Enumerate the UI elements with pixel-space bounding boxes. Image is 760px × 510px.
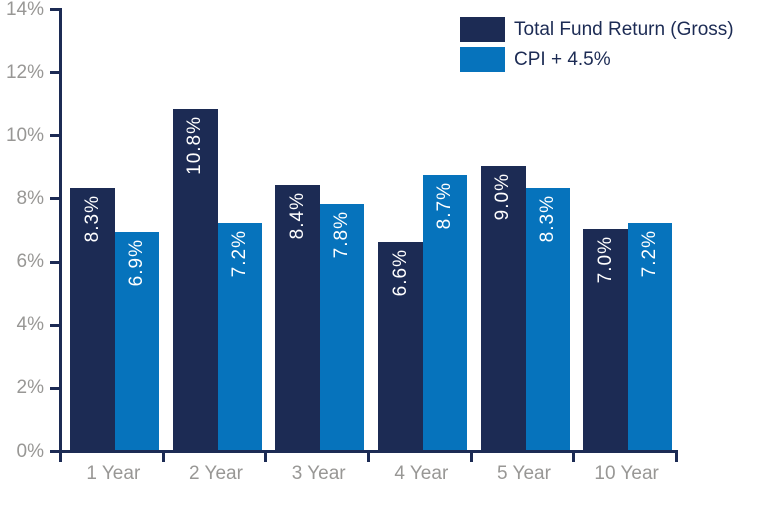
bar-value-label: 9.0% <box>492 173 514 221</box>
bar-cpi: 8.3% <box>525 188 570 450</box>
x-axis-tick <box>264 453 268 462</box>
bar-value-label: 8.4% <box>286 192 308 240</box>
y-axis-label: 14% <box>5 0 44 20</box>
x-axis-label: 4 Year <box>394 463 449 484</box>
y-axis-tick <box>50 323 59 327</box>
legend-label-cpi: CPI + 4.5% <box>514 48 611 70</box>
bar-cpi: 8.7% <box>423 175 467 450</box>
x-axis-tick <box>161 453 165 462</box>
y-axis-label: 4% <box>16 314 44 336</box>
bar-value-label: 8.7% <box>434 182 455 230</box>
x-axis-tick <box>469 453 473 462</box>
bar-total-fund-return: 9.0% <box>480 166 526 450</box>
y-axis-tick <box>50 450 59 453</box>
bar-value-label: 10.8% <box>184 116 206 175</box>
bar-value-label: 6.6% <box>389 249 411 297</box>
bar-total-fund-return: 8.3% <box>70 188 115 450</box>
bar-value-label: 7.2% <box>228 230 250 278</box>
legend-swatch-cpi <box>460 47 505 72</box>
x-axis-label: 1 Year <box>86 463 141 484</box>
bar-value-label: 7.8% <box>331 211 353 259</box>
bar-value-label: 7.0% <box>594 236 616 284</box>
y-axis-tick <box>50 71 59 75</box>
x-axis-tick <box>675 453 678 462</box>
y-axis-label: 8% <box>16 187 44 209</box>
legend: Total Fund Return (Gross) CPI + 4.5% <box>460 17 734 77</box>
y-axis-label: 0% <box>16 440 44 462</box>
y-axis-tick <box>50 197 59 201</box>
y-axis-tick <box>50 386 59 390</box>
bar-value-label: 8.3% <box>81 195 103 243</box>
bar-total-fund-return: 6.6% <box>378 242 423 450</box>
y-axis-tick <box>50 134 59 138</box>
bar-value-label: 8.3% <box>536 195 558 243</box>
bar-value-label: 6.9% <box>126 239 147 287</box>
x-axis-label: 3 Year <box>291 463 346 484</box>
bar-cpi: 6.9% <box>115 232 159 450</box>
legend-item-cpi: CPI + 4.5% <box>460 47 734 72</box>
legend-label-total-fund-return: Total Fund Return (Gross) <box>514 18 734 40</box>
y-axis-label: 12% <box>5 61 44 83</box>
bar-value-label: 7.2% <box>639 230 661 278</box>
x-axis-tick <box>367 453 370 462</box>
y-axis-label: 10% <box>5 124 44 146</box>
bar-total-fund-return: 8.4% <box>275 185 321 450</box>
y-axis-line <box>59 8 62 453</box>
bar-total-fund-return: 10.8% <box>172 109 218 450</box>
y-axis-label: 6% <box>16 251 44 273</box>
legend-item-total-fund-return: Total Fund Return (Gross) <box>460 17 734 42</box>
x-axis-label: 5 Year <box>497 463 551 484</box>
x-axis-label: 10 Year <box>594 463 659 484</box>
y-axis-label: 2% <box>16 377 44 399</box>
bar-total-fund-return: 7.0% <box>583 229 629 450</box>
bar-cpi: 7.8% <box>320 204 365 450</box>
x-axis-label: 2 Year <box>189 463 243 484</box>
x-axis-tick <box>59 453 62 462</box>
y-axis-tick <box>50 260 59 264</box>
legend-swatch-total-fund-return <box>460 17 505 42</box>
bar-cpi: 7.2% <box>628 223 673 450</box>
x-axis-line <box>59 450 678 453</box>
bar-cpi: 7.2% <box>217 223 262 450</box>
y-axis-tick <box>50 8 59 11</box>
x-axis-tick <box>572 453 576 462</box>
